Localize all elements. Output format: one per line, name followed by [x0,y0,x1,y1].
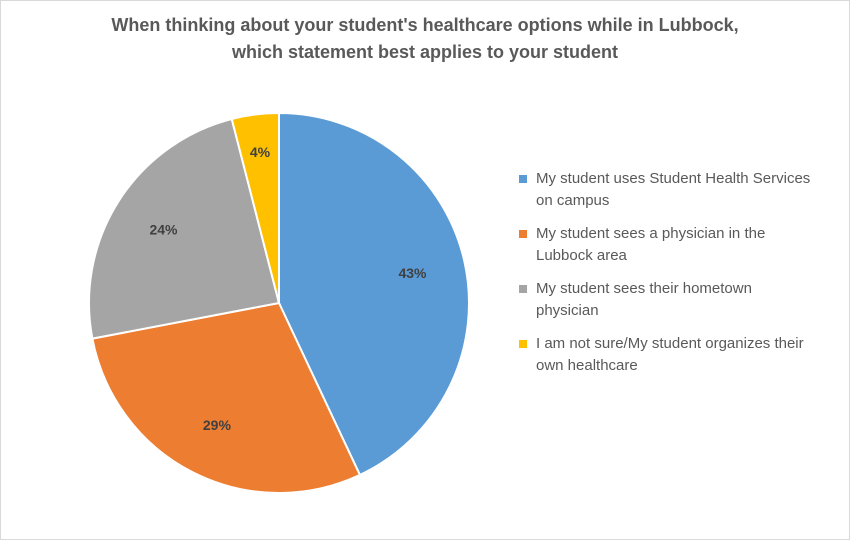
chart-title-line-1: When thinking about your student's healt… [111,15,739,35]
pie-slice-student-health-services [278,111,470,477]
data-label-student-health-services: 43% [398,265,427,281]
pie-slice-not-sure [230,111,280,304]
legend-item-lubbock-physician: My student sees a physician in the Lubbo… [519,223,844,267]
legend-swatch-student-health-services [519,175,527,183]
legend-label-line: My student sees a physician in the [536,225,766,242]
data-label-hometown-physician: 24% [149,222,178,238]
legend-label-line: on campus [536,192,610,209]
legend-item-not-sure: I am not sure/My student organizes their… [519,333,844,377]
legend: My student uses Student Health Services … [519,168,844,388]
legend-item-hometown-physician: My student sees their hometown physician [519,278,844,322]
pie-slice-hometown-physician [88,117,281,340]
legend-swatch-hometown-physician [519,285,527,293]
legend-swatch-not-sure [519,340,527,348]
legend-item-student-health-services: My student uses Student Health Services … [519,168,844,212]
legend-label-line: physician [536,302,599,319]
legend-label-line: My student uses Student Health Services [536,170,811,187]
legend-label-line: I am not sure/My student organizes their [536,335,804,352]
pie-slice-lubbock-physician [91,301,362,494]
legend-swatch-lubbock-physician [519,230,527,238]
chart-title-line-2: which statement best applies to your stu… [231,42,619,62]
chart-title: When thinking about your student's healt… [0,12,850,66]
legend-label-line: own healthcare [536,357,638,374]
data-label-not-sure: 4% [250,144,271,160]
legend-label-line: My student sees their hometown [536,280,752,297]
legend-label-line: Lubbock area [536,247,627,264]
data-label-lubbock-physician: 29% [203,417,232,433]
